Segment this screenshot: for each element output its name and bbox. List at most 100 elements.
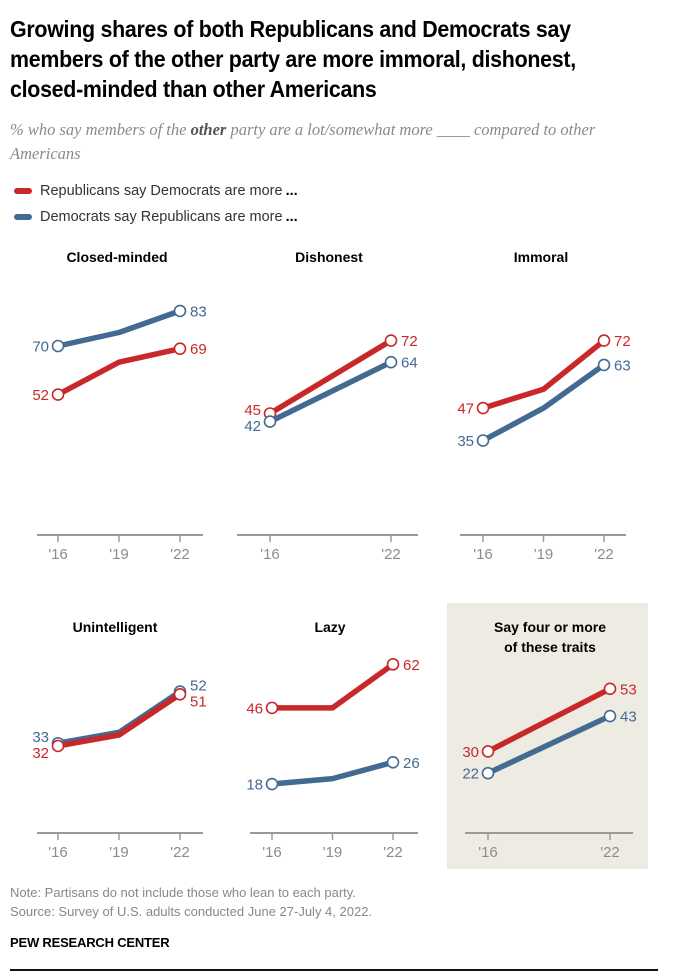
data-label-dem: 22 [462,766,479,783]
data-label-rep: 32 [32,745,49,762]
data-point-rep [481,745,495,758]
data-label-dem: 43 [620,709,637,726]
data-label-dem: 52 [190,677,207,694]
footnote: Note: Partisans do not include those who… [10,883,372,921]
data-point-dem [384,355,398,369]
data-point-dem [597,358,611,372]
legend-label-dem: Democrats say Republicans are more [40,209,283,225]
x-tick-label: '19 [323,844,343,861]
data-point-rep [476,401,490,415]
data-label-rep: 62 [403,657,420,674]
series-line-rep [485,686,613,755]
x-tick-label: '22 [170,546,190,563]
data-point-dem [265,777,279,791]
data-label-rep: 72 [401,333,418,350]
panel-title-closed-minded: Closed-minded [66,249,167,265]
series-line-rep [267,337,394,417]
legend-label-rep: Republicans say Democrats are more [40,183,283,199]
pew-logo-text: PEW RESEARCH CENTER [10,935,170,950]
subtitle-after: party are a lot/somewhat more ____ compa… [10,120,596,163]
series-line-rep [269,661,396,711]
data-point-rep [597,334,611,347]
data-point-rep [51,739,65,753]
data-point-dem [476,434,490,447]
series-line-rep [55,345,183,398]
x-tick-label: '22 [170,844,190,861]
x-tick-label: '22 [594,546,614,563]
data-point-rep [265,701,279,715]
data-label-dem: 83 [190,303,207,320]
data-point-dem [173,304,187,318]
legend-ellipsis-dem: ... [285,209,298,225]
data-label-dem: 63 [614,357,631,374]
data-label-rep: 52 [32,387,49,404]
note-text: Note: Partisans do not include those who… [10,885,356,900]
data-point-dem [386,755,400,769]
data-point-dem [51,339,65,353]
x-tick-label: '16 [48,546,68,563]
legend-swatch-dem [14,214,32,220]
data-label-rep: 30 [462,744,479,761]
data-label-rep: 45 [244,402,261,419]
x-tick-label: '22 [381,546,401,563]
series-line-dem [269,759,396,787]
data-label-rep: 51 [190,693,207,710]
series-line-dem [55,308,183,349]
chart-subtitle: % who say members of the other party are… [10,118,650,166]
data-label-dem: 70 [32,339,49,356]
panel-title-say-four-or-more-of-these-traits: Say four or more [494,619,606,635]
panel-title-lazy: Lazy [314,619,345,635]
subtitle-bold: other [190,120,227,139]
series-line-dem [485,713,613,776]
x-tick-label: '22 [600,844,620,861]
data-point-rep [173,342,187,356]
data-label-dem: 18 [246,777,263,794]
legend-item-rep: Republicans say Democrats are more ... [14,178,298,204]
data-label-dem: 33 [32,729,49,746]
panel-title-unintelligent: Unintelligent [73,619,158,635]
data-label-dem: 26 [403,755,420,772]
series-line-rep [55,691,183,749]
data-point-dem [481,766,495,780]
legend-item-dem: Democrats say Republicans are more ... [14,204,298,230]
legend-ellipsis-rep: ... [285,183,298,199]
data-point-rep [384,334,398,347]
subtitle-before: % who say members of the [10,120,191,139]
data-point-dem [263,415,277,428]
x-tick-label: '16 [478,844,498,861]
data-label-dem: 42 [244,418,261,435]
legend: Republicans say Democrats are more ... D… [14,178,298,230]
series-line-rep [480,337,607,411]
x-tick-label: '19 [534,546,554,563]
data-label-rep: 47 [457,401,474,418]
x-tick-label: '16 [260,546,280,563]
data-point-rep [386,658,400,671]
data-point-rep [173,687,187,701]
x-tick-label: '16 [48,844,68,861]
data-point-rep [603,682,617,696]
data-label-rep: 46 [246,700,263,717]
series-line-dem [267,359,394,425]
data-label-rep: 72 [614,333,631,350]
x-tick-label: '19 [109,546,129,563]
chart-title: Growing shares of both Republicans and D… [10,16,576,102]
highlight-panel-bg [447,603,648,869]
data-label-dem: 64 [401,355,418,372]
data-point-dem [603,709,617,723]
panel-title-say-four-or-more-of-these-traits: of these traits [504,639,596,655]
data-label-rep: 53 [620,681,637,698]
data-label-dem: 35 [457,433,474,450]
data-label-rep: 69 [190,341,207,358]
series-line-dem [480,362,607,444]
bottom-divider [10,969,658,971]
source-text: Source: Survey of U.S. adults conducted … [10,904,373,919]
x-tick-label: '22 [383,844,403,861]
x-tick-label: '16 [262,844,282,861]
x-tick-label: '19 [109,844,129,861]
data-point-rep [51,388,65,401]
panel-title-immoral: Immoral [514,249,568,265]
legend-swatch-rep [14,188,32,194]
panel-title-dishonest: Dishonest [295,249,363,265]
x-tick-label: '16 [473,546,493,563]
